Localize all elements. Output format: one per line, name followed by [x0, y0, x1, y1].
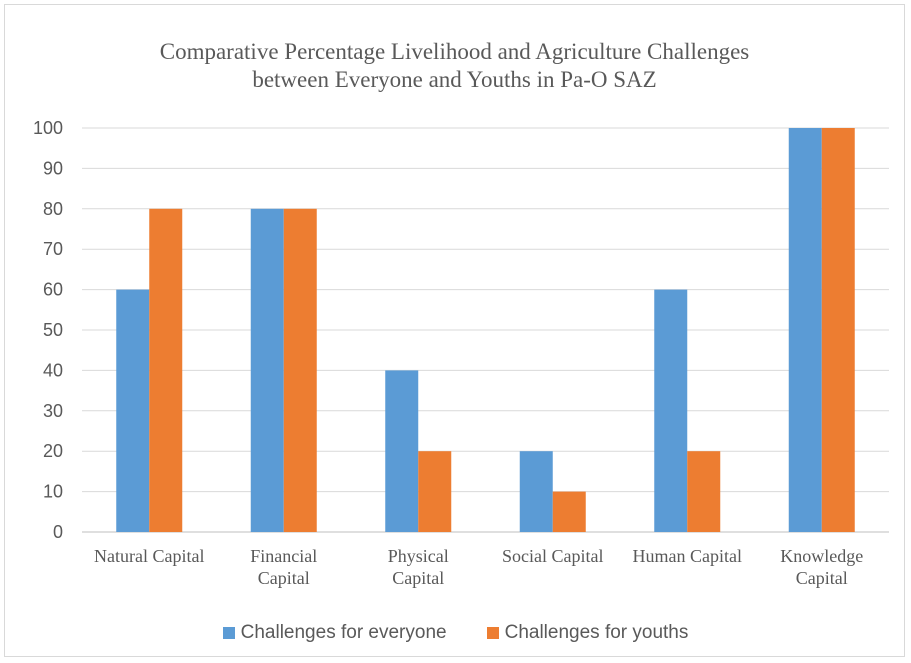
chart-title-line-1: Comparative Percentage Livelihood and Ag… — [159, 39, 750, 64]
bar-youths — [687, 451, 721, 532]
bar-youths — [552, 491, 586, 532]
x-tick-label: Natural Capital — [94, 546, 204, 566]
bar-youths — [418, 451, 452, 532]
x-tick-label: Human Capital — [633, 546, 742, 566]
x-tick-label: Financial — [250, 546, 317, 566]
x-tick-label: Social Capital — [502, 546, 603, 566]
y-tick-label: 80 — [43, 199, 63, 219]
x-tick-label: Knowledge — [780, 546, 863, 566]
y-tick-label: 50 — [43, 320, 63, 340]
bar-everyone — [385, 370, 419, 532]
y-tick-label: 70 — [43, 239, 63, 259]
y-tick-label: 30 — [43, 401, 63, 421]
chart-title: Comparative Percentage Livelihood and Ag… — [4, 38, 905, 94]
legend-label-youths: Challenges for youths — [504, 622, 689, 643]
bar-youths — [283, 208, 317, 533]
x-tick-label: Capital — [392, 568, 444, 588]
legend-item-youths: Challenges for youths — [486, 622, 689, 644]
x-tick-label: Physical — [388, 546, 449, 566]
y-tick-label: 40 — [43, 360, 63, 380]
bar-everyone — [788, 128, 822, 532]
y-tick-label: 100 — [33, 118, 63, 138]
legend: Challenges for everyone Challenges for y… — [0, 621, 911, 645]
y-tick-label: 90 — [43, 158, 63, 178]
legend-swatch-youths — [486, 627, 499, 639]
y-tick-label: 0 — [53, 522, 63, 542]
y-tick-label: 60 — [43, 280, 63, 300]
y-tick-label: 20 — [43, 441, 63, 461]
chart-title-line-2: between Everyone and Youths in Pa-O SAZ — [252, 67, 657, 92]
x-tick-label: Capital — [258, 568, 310, 588]
bar-youths — [149, 208, 183, 533]
bar-youths — [821, 128, 855, 532]
bar-everyone — [519, 451, 553, 532]
legend-label-everyone: Challenges for everyone — [240, 622, 447, 643]
legend-swatch-everyone — [222, 627, 235, 639]
bar-everyone — [654, 289, 688, 532]
bar-everyone — [116, 289, 150, 532]
x-tick-label: Capital — [796, 568, 848, 588]
y-tick-label: 10 — [43, 482, 63, 502]
bar-everyone — [250, 208, 284, 533]
legend-item-everyone: Challenges for everyone — [222, 622, 447, 644]
